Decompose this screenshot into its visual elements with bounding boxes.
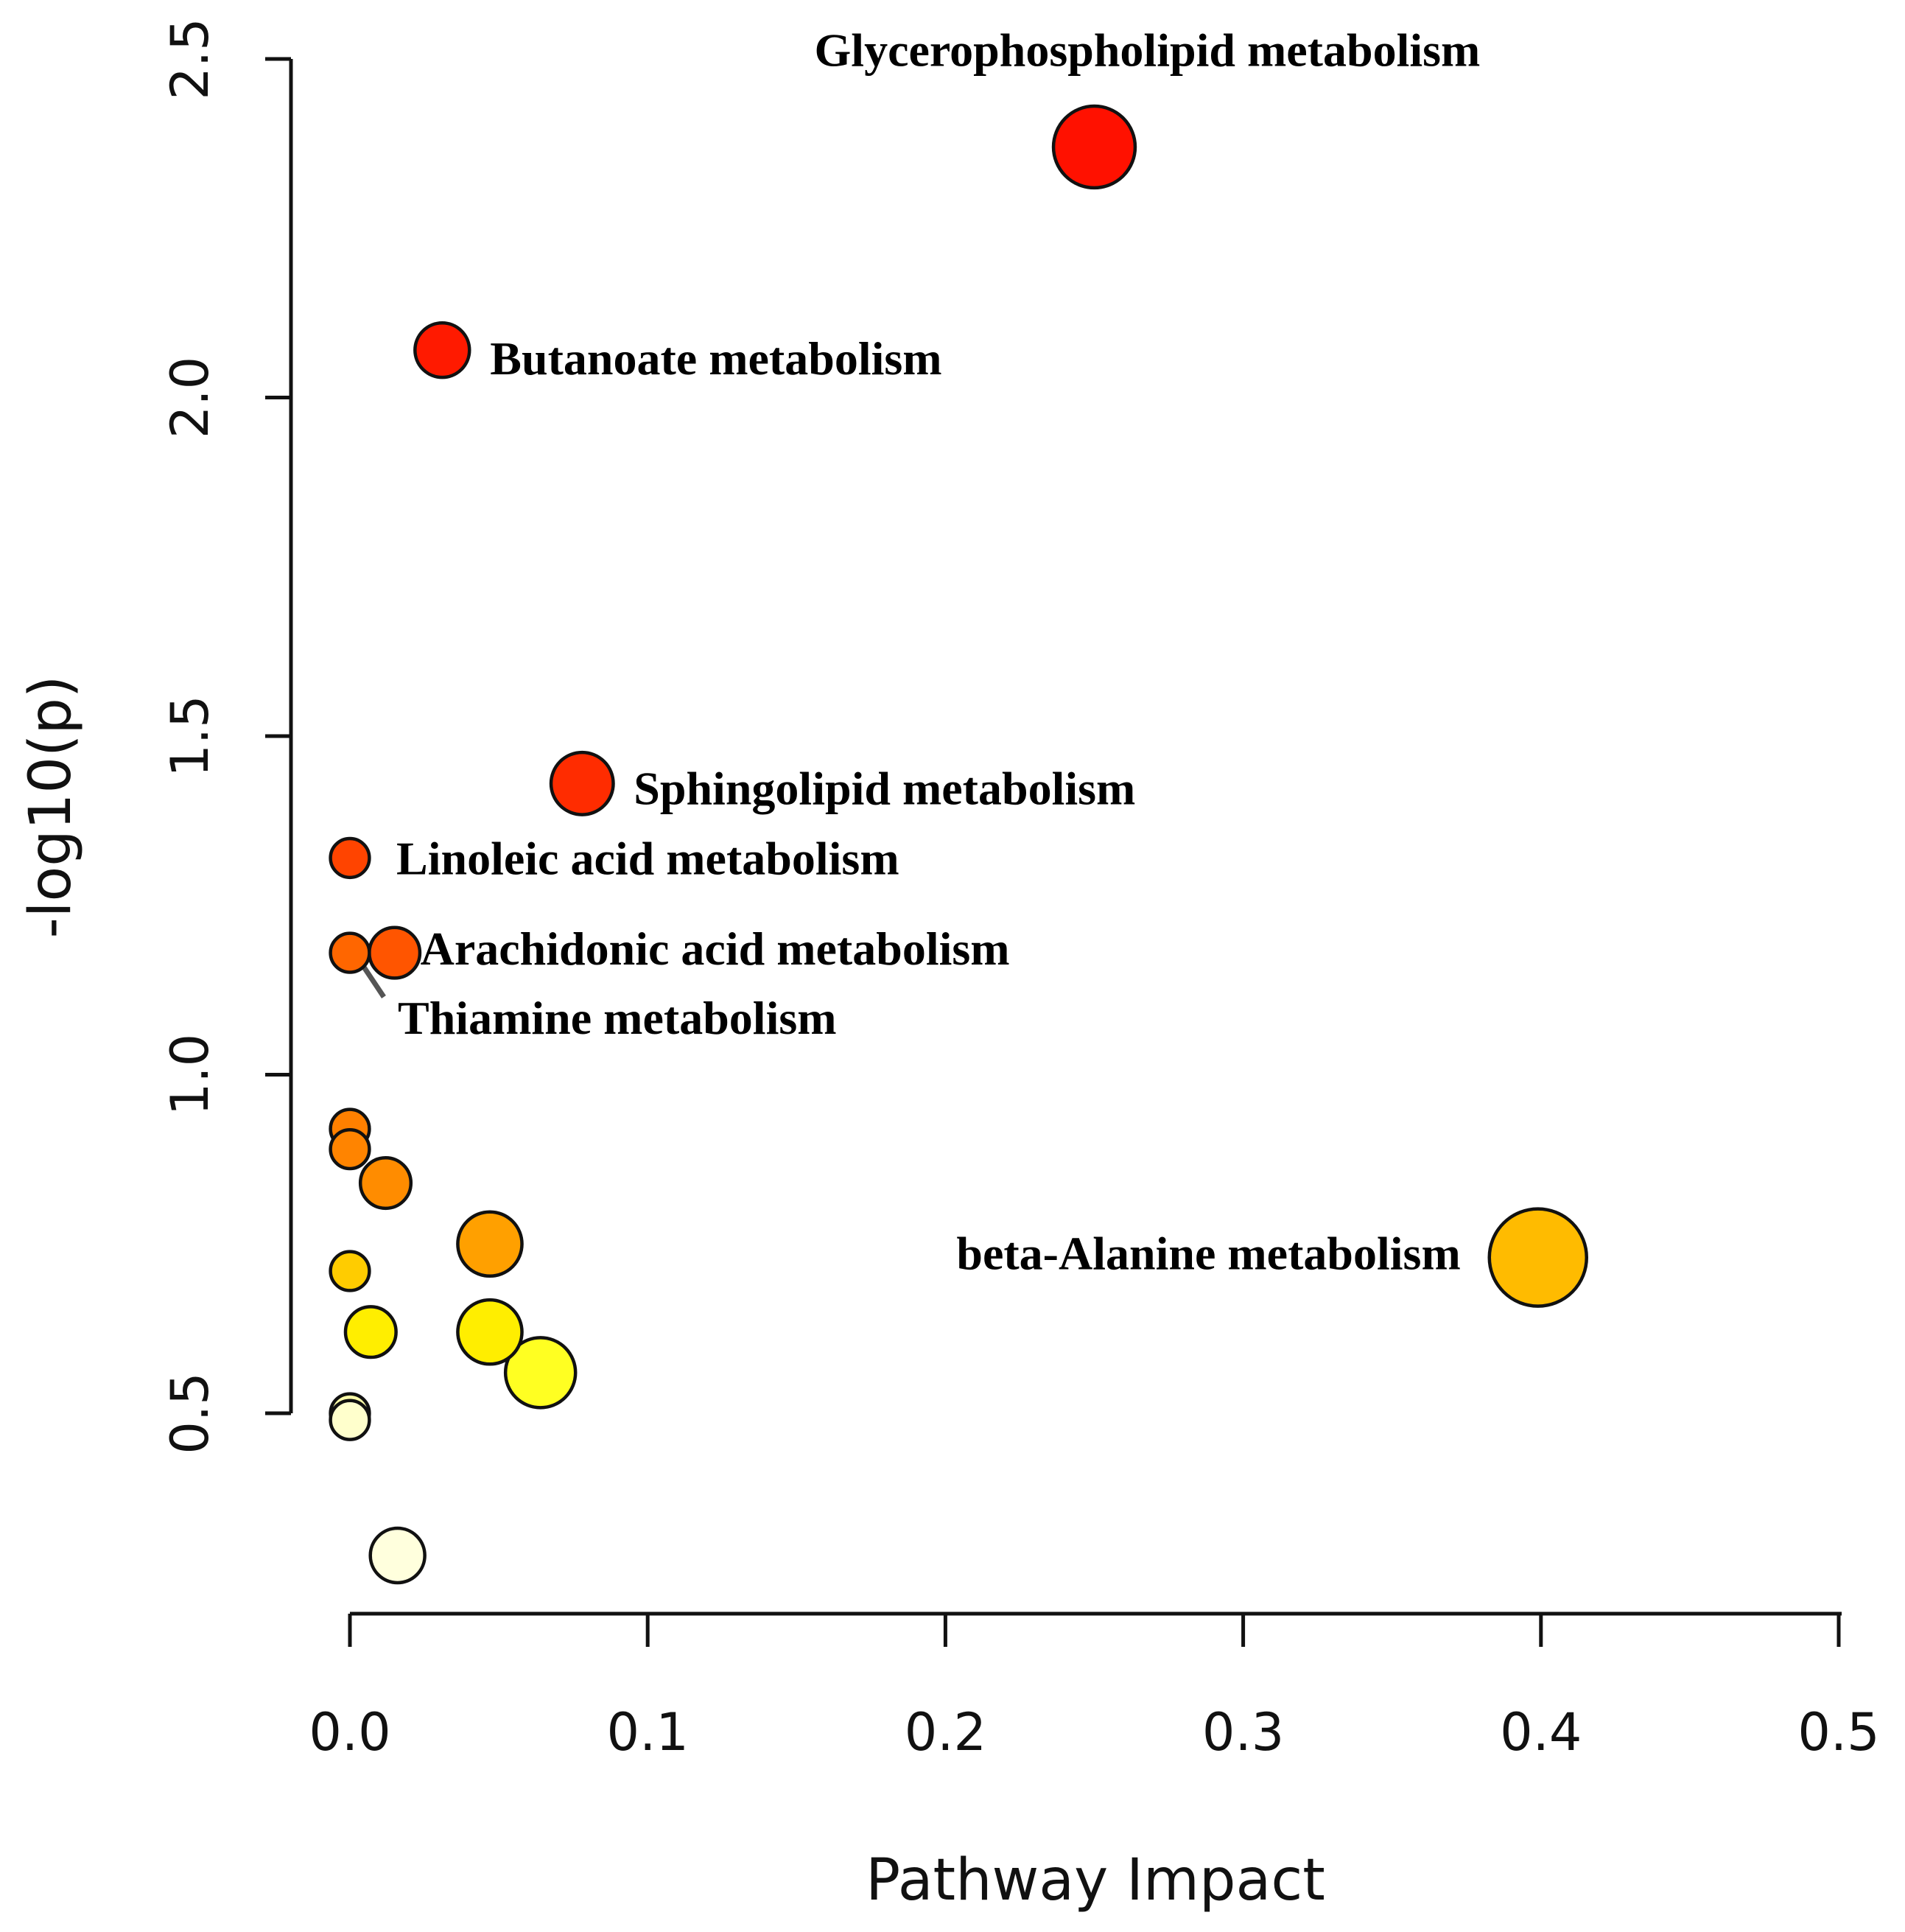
y-axis: 0.5 1.0 1.5 2.0 2.5 -log10(p) <box>18 18 293 1455</box>
x-axis-ticks: 0.0 0.1 0.2 0.3 0.4 0.5 <box>309 1614 1880 1763</box>
y-tick-label: 0.5 <box>160 1372 220 1454</box>
point-label: beta-Alanine metabolism <box>956 1228 1460 1280</box>
x-tick-label: 0.1 <box>607 1702 689 1763</box>
data-point <box>329 931 371 974</box>
data-point <box>329 836 371 880</box>
y-tick-label: 2.0 <box>160 357 220 438</box>
point-labels: Glycerophospholipid metabolism Butanoate … <box>396 24 1480 1279</box>
x-tick-label: 0.5 <box>1797 1702 1879 1763</box>
y-axis-title: -log10(p) <box>18 676 84 939</box>
data-point <box>358 1155 413 1211</box>
y-tick-label: 1.5 <box>160 695 220 777</box>
data-point <box>343 1305 398 1359</box>
y-tick-label: 1.0 <box>160 1034 220 1116</box>
data-point <box>503 1336 578 1410</box>
point-label: Linoleic acid metabolism <box>396 832 899 884</box>
point-label: Arachidonic acid metabolism <box>421 923 1010 975</box>
data-point <box>456 1298 524 1366</box>
data-point <box>329 1399 371 1441</box>
x-axis-title: Pathway Impact <box>866 1847 1325 1914</box>
point-label: Butanoate metabolism <box>490 332 941 385</box>
data-point <box>1487 1207 1589 1308</box>
x-tick-label: 0.4 <box>1500 1702 1582 1763</box>
x-tick-label: 0.3 <box>1202 1702 1284 1763</box>
data-points <box>329 104 1589 1585</box>
data-point <box>413 321 471 379</box>
data-point <box>368 1526 427 1585</box>
data-point <box>329 1127 371 1171</box>
data-point <box>368 925 422 980</box>
data-point <box>329 1250 371 1292</box>
data-point <box>456 1210 524 1278</box>
point-label: Sphingolipid metabolism <box>634 762 1135 814</box>
data-point <box>549 750 615 816</box>
y-axis-ticks: 0.5 1.0 1.5 2.0 2.5 <box>160 18 291 1455</box>
point-label: Thiamine metabolism <box>398 992 837 1044</box>
x-axis: 0.0 0.1 0.2 0.3 0.4 0.5 Pathway Impact <box>309 1611 1880 1914</box>
x-tick-label: 0.0 <box>309 1702 390 1763</box>
point-label: Glycerophospholipid metabolism <box>815 24 1481 76</box>
data-point <box>1051 104 1137 190</box>
x-tick-label: 0.2 <box>905 1702 986 1763</box>
y-tick-label: 2.5 <box>160 18 220 99</box>
